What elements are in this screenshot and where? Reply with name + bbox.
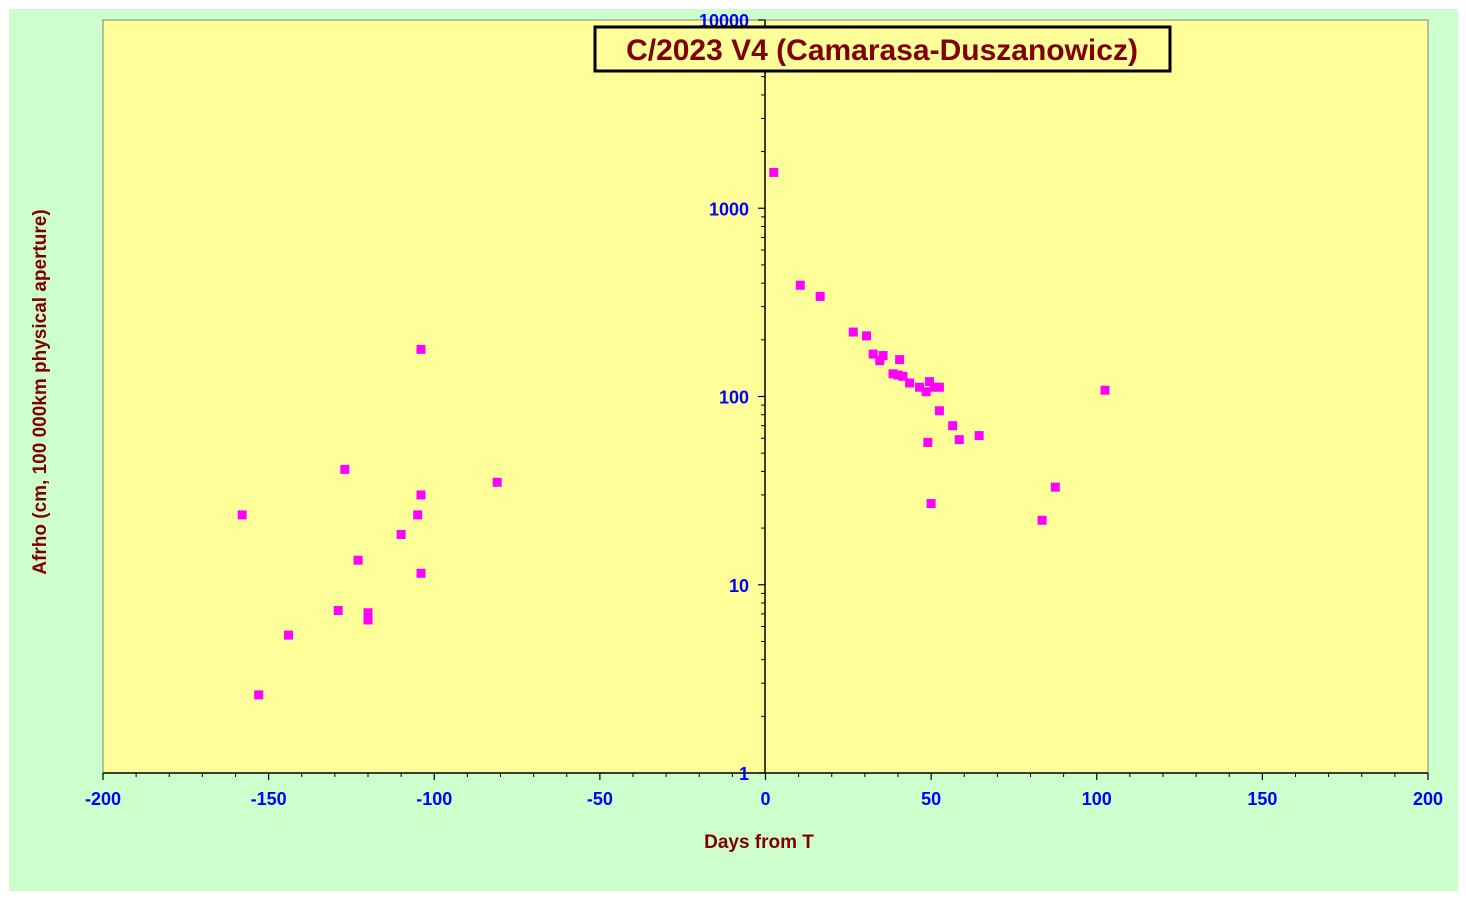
- data-point: [363, 608, 373, 618]
- data-point: [1050, 482, 1060, 492]
- chart-title: C/2023 V4 (Camarasa-Duszanowicz): [626, 34, 1138, 67]
- x-tick-label: -100: [416, 789, 452, 809]
- data-points: [237, 167, 1110, 700]
- x-tick-label: 150: [1247, 789, 1277, 809]
- x-tick-label: 0: [760, 789, 770, 809]
- data-point: [284, 630, 293, 640]
- data-point: [893, 370, 903, 380]
- data-point: [934, 382, 944, 392]
- data-point: [954, 435, 964, 445]
- data-point: [416, 344, 426, 354]
- data-point: [948, 421, 958, 431]
- data-point: [926, 499, 936, 509]
- y-tick-label: 100: [719, 388, 749, 408]
- y-tick-label: 1000: [709, 199, 749, 219]
- data-point: [340, 464, 350, 474]
- data-point: [396, 529, 406, 539]
- data-point: [848, 327, 858, 337]
- x-tick-label: 50: [921, 789, 941, 809]
- data-point: [416, 490, 426, 500]
- x-tick-label: 200: [1413, 789, 1443, 809]
- data-point: [934, 406, 944, 416]
- data-point: [915, 382, 925, 392]
- data-point: [795, 280, 805, 290]
- data-point: [413, 510, 423, 520]
- data-point: [868, 349, 878, 359]
- x-tick-label: 100: [1082, 789, 1112, 809]
- data-point: [924, 377, 934, 387]
- chart-title-box: [593, 25, 1172, 73]
- data-point: [333, 605, 343, 615]
- data-point: [363, 615, 373, 625]
- y-axis-title: Afrho (cm, 100 000km physical aperture): [30, 209, 51, 574]
- data-point: [492, 477, 502, 487]
- data-point: [888, 369, 898, 379]
- data-point: [1037, 515, 1047, 525]
- x-tick-label: -150: [251, 789, 287, 809]
- data-point: [898, 371, 908, 381]
- data-point: [769, 167, 779, 177]
- y-tick-label: 10: [729, 576, 749, 596]
- data-point: [353, 555, 363, 565]
- data-point: [254, 690, 264, 700]
- data-point: [862, 331, 872, 341]
- data-point: [416, 568, 426, 578]
- data-point: [974, 431, 984, 441]
- y-tick-label: 1: [739, 764, 749, 784]
- x-axis-ticks: -200 -150 -100 -50 0 50 100 150 200: [85, 773, 1443, 809]
- data-point: [921, 387, 931, 397]
- x-tick-label: -200: [85, 789, 121, 809]
- data-point: [905, 378, 915, 388]
- data-point: [929, 382, 939, 392]
- x-axis-title: Days from T: [704, 832, 814, 853]
- data-point: [237, 510, 247, 520]
- x-tick-label: -50: [587, 789, 613, 809]
- data-point: [815, 291, 825, 301]
- data-point: [878, 351, 888, 361]
- data-point: [923, 437, 933, 447]
- data-point: [895, 355, 905, 365]
- data-point: [875, 356, 885, 366]
- data-point: [1100, 385, 1110, 395]
